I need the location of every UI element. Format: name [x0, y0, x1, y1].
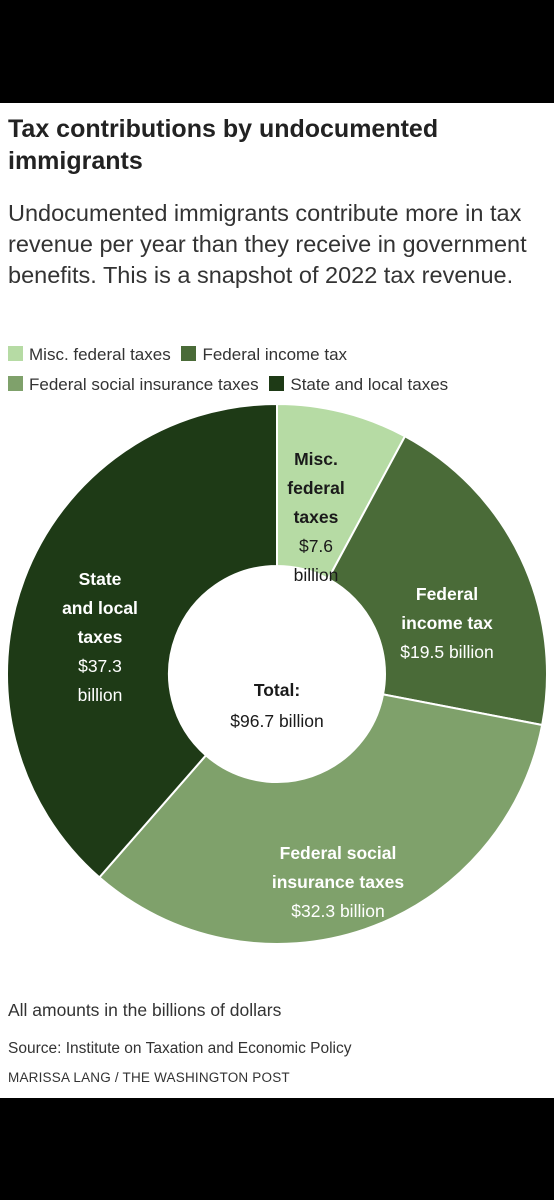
slice-label-misc: Misc. federal taxes $7.6 billion: [287, 449, 344, 585]
legend-item-state: State and local taxes: [269, 375, 448, 394]
chart-title: Tax contributions by undocumented immigr…: [8, 115, 439, 175]
legend-label-misc: Misc. federal taxes: [29, 345, 171, 364]
donut-slice-income: [326, 434, 548, 727]
legend-item-income: Federal income tax: [181, 345, 347, 364]
chart-card: Tax contributions by undocumented immigr…: [0, 103, 554, 1098]
donut-slice-social: [97, 693, 544, 945]
legend: Misc. federal taxes Federal income tax F…: [8, 340, 548, 400]
legend-item-social: Federal social insurance taxes: [8, 375, 259, 394]
legend-swatch-income: [181, 346, 197, 361]
legend-swatch-misc: [8, 346, 23, 361]
slice-label-income: Federal income tax $19.5 billion: [400, 584, 493, 662]
legend-swatch-state: [269, 376, 285, 391]
legend-item-misc: Misc. federal taxes: [8, 345, 171, 364]
donut-chart: Misc. federal taxes $7.6 billion Federal incom…: [6, 403, 548, 945]
slice-label-state: State and local taxes $37.3 billion: [62, 569, 138, 705]
total-label: Total:: [254, 680, 300, 700]
legend-swatch-social: [8, 376, 23, 391]
chart-source: Source: Institute on Taxation and Econom…: [8, 1040, 352, 1057]
legend-label-state: State and local taxes: [290, 375, 449, 394]
chart-credit: MARISSA LANG / THE WASHINGTON POST: [8, 1070, 290, 1085]
total-value: $96.7 billion: [230, 711, 323, 731]
chart-subtitle: Undocumented immigrants contribute more …: [8, 200, 527, 288]
legend-label-income: Federal income tax: [202, 345, 348, 364]
donut-slice-state: [6, 403, 278, 879]
legend-label-social: Federal social insurance taxes: [29, 375, 259, 394]
slice-label-social: Federal social insurance taxes $32.3 billi…: [272, 843, 405, 921]
chart-note: All amounts in the billions of dollars: [8, 1000, 282, 1020]
